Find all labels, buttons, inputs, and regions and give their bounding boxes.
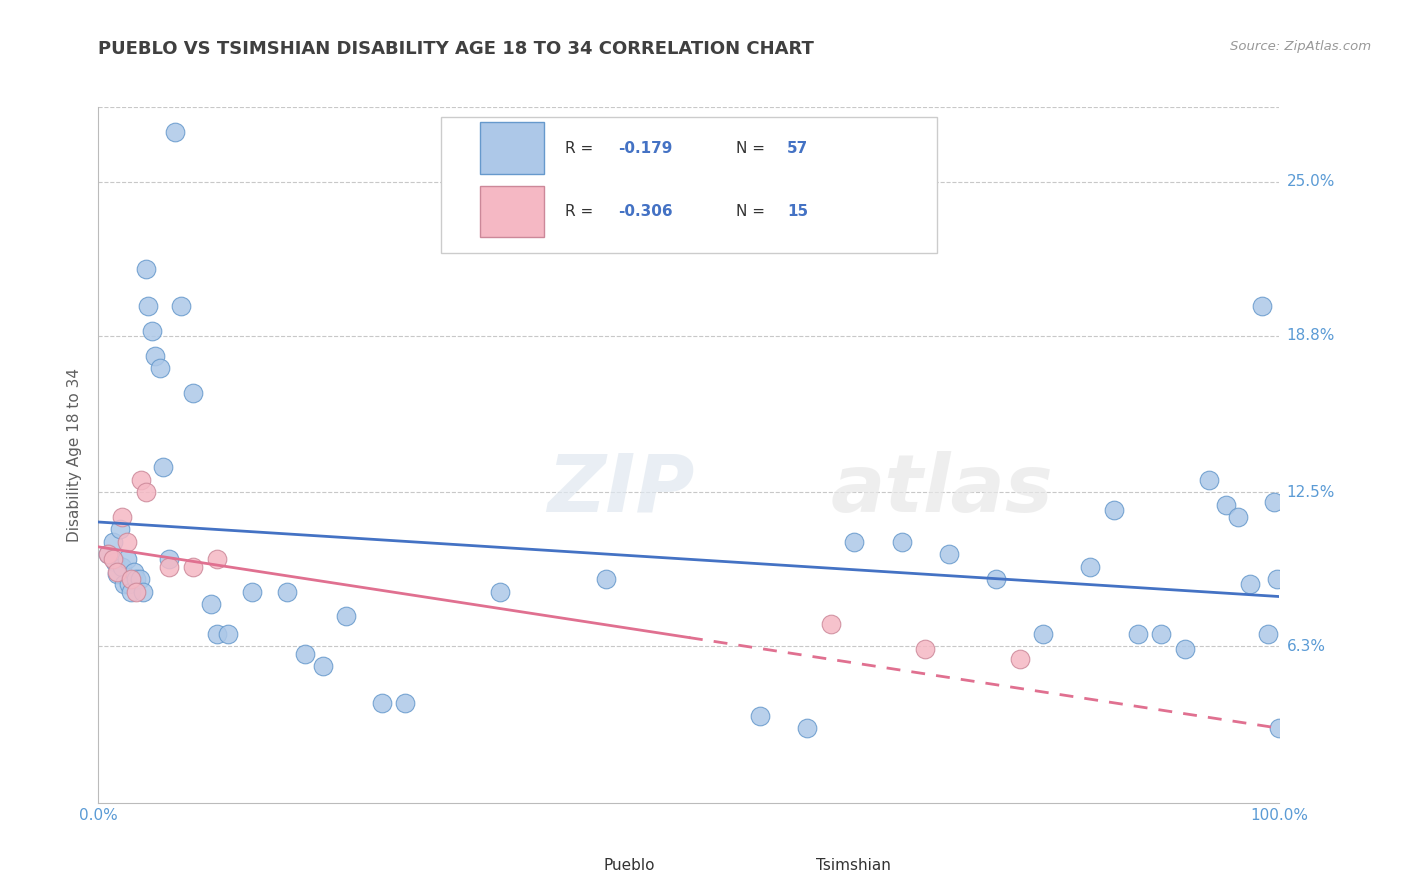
Point [205, 627, 228, 641]
Point [129, 473, 152, 487]
Point [111, 510, 134, 524]
FancyBboxPatch shape [758, 847, 807, 884]
Text: R =: R = [565, 141, 598, 155]
Point [335, 609, 357, 624]
Text: R =: R = [565, 204, 598, 219]
Point [115, 552, 138, 566]
Point [1265, 572, 1288, 586]
Point [1227, 510, 1250, 524]
Point [108, 523, 131, 537]
Point [170, 299, 193, 313]
Point [240, 584, 263, 599]
Text: -0.179: -0.179 [619, 141, 672, 155]
Text: PUEBLO VS TSIMSHIAN DISABILITY AGE 18 TO 34 CORRELATION CHART: PUEBLO VS TSIMSHIAN DISABILITY AGE 18 TO… [98, 40, 814, 58]
Point [820, 616, 842, 631]
Point [104, 555, 127, 569]
Text: 12.5%: 12.5% [1286, 484, 1334, 500]
Point [181, 559, 204, 574]
Point [1257, 627, 1279, 641]
Point [312, 659, 335, 673]
Point [205, 552, 228, 566]
FancyBboxPatch shape [546, 847, 595, 884]
Point [118, 577, 141, 591]
Point [143, 349, 166, 363]
Point [141, 324, 163, 338]
FancyBboxPatch shape [479, 122, 544, 174]
FancyBboxPatch shape [441, 118, 936, 253]
Point [984, 572, 1007, 586]
Point [1263, 495, 1285, 509]
Text: Pueblo: Pueblo [605, 858, 655, 873]
Text: -0.306: -0.306 [619, 204, 672, 219]
Point [748, 708, 770, 723]
Text: ZIP: ZIP [547, 450, 695, 529]
Point [914, 641, 936, 656]
Point [128, 572, 150, 586]
Text: N =: N = [737, 204, 770, 219]
Text: Source: ZipAtlas.com: Source: ZipAtlas.com [1230, 40, 1371, 54]
Point [394, 697, 416, 711]
Point [101, 552, 124, 566]
Point [1198, 473, 1220, 487]
Point [1080, 559, 1102, 574]
Point [136, 299, 159, 313]
Point [125, 572, 148, 586]
Point [489, 584, 512, 599]
Point [165, 125, 187, 139]
Point [157, 552, 180, 566]
Point [122, 565, 145, 579]
Point [890, 535, 912, 549]
Point [595, 572, 617, 586]
Point [135, 485, 157, 500]
Point [97, 547, 120, 561]
Point [121, 584, 143, 599]
Text: 6.3%: 6.3% [1286, 639, 1326, 654]
Point [938, 547, 960, 561]
Point [115, 535, 138, 549]
Point [97, 547, 120, 561]
Point [1008, 651, 1031, 665]
Point [101, 535, 124, 549]
Point [149, 361, 172, 376]
Point [1250, 299, 1272, 313]
Point [125, 584, 148, 599]
Point [276, 584, 298, 599]
Point [844, 535, 866, 549]
Text: 25.0%: 25.0% [1286, 174, 1334, 189]
Y-axis label: Disability Age 18 to 34: Disability Age 18 to 34 [67, 368, 83, 542]
Text: Tsimshian: Tsimshian [817, 858, 891, 873]
Text: 15: 15 [787, 204, 808, 219]
Point [157, 559, 180, 574]
Text: N =: N = [737, 141, 770, 155]
Point [1032, 627, 1054, 641]
Point [796, 721, 818, 735]
Point [121, 572, 143, 586]
Point [181, 385, 204, 400]
Text: atlas: atlas [831, 450, 1053, 529]
Point [135, 261, 157, 276]
Text: 57: 57 [787, 141, 808, 155]
Point [1174, 641, 1197, 656]
Point [132, 584, 155, 599]
Text: 18.8%: 18.8% [1286, 328, 1334, 343]
Point [294, 647, 316, 661]
Point [1268, 721, 1291, 735]
Point [1239, 577, 1261, 591]
Point [217, 627, 239, 641]
Point [111, 559, 134, 574]
Point [105, 565, 128, 579]
Point [1150, 627, 1173, 641]
Point [371, 697, 394, 711]
Point [112, 577, 135, 591]
Point [152, 460, 174, 475]
Point [1126, 627, 1149, 641]
Point [1215, 498, 1237, 512]
Point [200, 597, 222, 611]
FancyBboxPatch shape [479, 186, 544, 237]
Point [1102, 502, 1125, 516]
Point [105, 567, 128, 582]
